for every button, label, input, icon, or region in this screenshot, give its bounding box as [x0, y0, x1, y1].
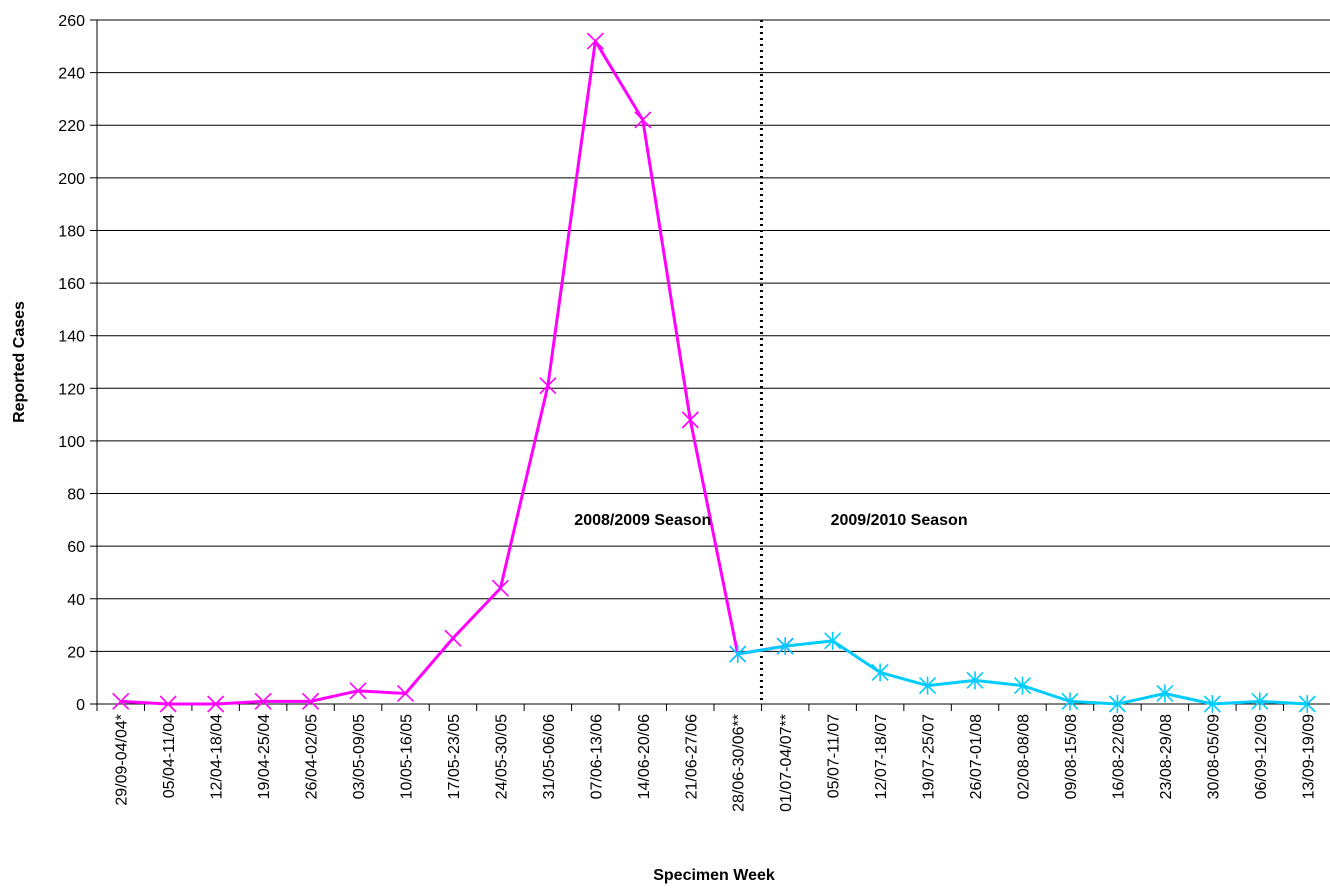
x-tick-label: 09/08-15/08	[1063, 714, 1080, 800]
y-tick-label: 80	[67, 487, 85, 504]
x-tick-label: 06/09-12/09	[1253, 714, 1270, 800]
data-point-marker	[586, 32, 604, 50]
x-axis-title: Specimen Week	[653, 867, 775, 884]
data-point-marker	[539, 377, 557, 395]
data-point-marker	[966, 671, 984, 690]
axes	[90, 19, 1330, 711]
x-tick-label: 13/09-19/09	[1300, 714, 1317, 800]
x-tick-label: 28/06-30/06**	[731, 714, 748, 812]
data-point-marker	[159, 695, 177, 713]
data-point-marker	[491, 579, 509, 597]
data-point-marker	[1203, 695, 1221, 713]
y-tick-label: 220	[58, 118, 85, 135]
series-markers	[112, 32, 1316, 713]
y-tick-label: 20	[67, 644, 85, 661]
y-tick-label: 0	[76, 697, 85, 714]
data-point-marker	[349, 682, 367, 700]
x-tick-label: 17/05-23/05	[446, 714, 463, 800]
y-tick-labels: 0 20 40 60 80 100 120 140 160 180 200 220 240 260	[58, 13, 85, 714]
y-tick-label: 100	[58, 434, 85, 451]
x-tick-label: 12/04-18/04	[209, 714, 226, 800]
x-tick-label: 12/07-18/07	[873, 714, 890, 800]
y-tick-label: 240	[58, 66, 85, 83]
y-tick-label: 40	[67, 592, 85, 609]
data-point-marker	[1013, 676, 1032, 695]
series-line-1	[120, 39, 786, 706]
data-point-marker	[1061, 692, 1079, 711]
data-point-marker	[1156, 684, 1174, 703]
data-point-marker	[729, 645, 747, 664]
x-tick-label: 07/06-13/06	[588, 714, 605, 800]
data-point-marker	[681, 411, 699, 429]
data-point-marker	[776, 637, 794, 656]
x-tick-label: 14/06-20/06	[636, 714, 653, 800]
gridlines	[97, 19, 1330, 652]
data-point-marker	[824, 631, 842, 650]
x-tick-label: 31/05-06/06	[541, 714, 558, 800]
x-tick-label: 16/08-22/08	[1110, 714, 1127, 800]
data-point-marker	[634, 111, 652, 129]
data-point-marker	[254, 692, 272, 710]
x-tick-label: 21/06-27/06	[683, 714, 700, 800]
data-point-marker	[1108, 695, 1126, 713]
x-tick-label: 23/08-29/08	[1158, 714, 1175, 800]
y-axis-title: Reported Cases	[11, 301, 28, 423]
x-tick-label: 24/05-30/05	[493, 714, 510, 800]
x-tick-label: 29/09-04/04*	[114, 714, 131, 806]
season-annotation: 2009/2010 Season	[831, 512, 968, 529]
x-tick-label: 19/04-25/04	[256, 714, 273, 800]
x-tick-label: 19/07-25/07	[921, 714, 938, 800]
x-tick-label: 30/08-05/09	[1205, 714, 1222, 800]
data-point-marker	[871, 663, 889, 682]
y-tick-label: 200	[58, 171, 85, 188]
data-point-marker	[1251, 692, 1269, 711]
x-tick-label: 03/05-09/05	[351, 714, 368, 800]
data-point-marker	[396, 684, 415, 703]
series-lines	[120, 39, 1308, 706]
y-tick-label: 140	[58, 329, 85, 346]
x-tick-label: 01/07-04/07**	[778, 714, 795, 812]
x-tick-labels: 29/09-04/04* 05/04-11/04 12/04-18/04 19/04-…	[114, 714, 1318, 812]
data-point-marker	[302, 692, 320, 710]
x-tick-label: 26/04-02/05	[304, 714, 321, 800]
x-tick-label: 05/04-11/04	[161, 714, 178, 798]
data-point-marker	[444, 629, 462, 647]
x-tick-label: 05/07-11/07	[826, 714, 843, 798]
data-point-marker	[207, 695, 225, 713]
y-tick-label: 60	[67, 539, 85, 556]
y-tick-label: 160	[58, 276, 85, 293]
y-tick-label: 180	[58, 223, 85, 240]
data-point-marker	[112, 692, 130, 710]
x-tick-label: 10/05-16/05	[399, 714, 416, 800]
x-tick-label: 26/07-01/08	[968, 714, 985, 800]
x-tick-label: 02/08-08/08	[1016, 714, 1033, 800]
season-annotation: 2008/2009 Season	[574, 512, 711, 529]
season-annotations: 2008/2009 Season 2009/2010 Season	[574, 512, 967, 529]
data-point-marker	[1298, 695, 1316, 713]
y-tick-label: 120	[58, 381, 85, 398]
y-tick-label: 260	[58, 13, 85, 30]
data-point-marker	[919, 676, 937, 695]
